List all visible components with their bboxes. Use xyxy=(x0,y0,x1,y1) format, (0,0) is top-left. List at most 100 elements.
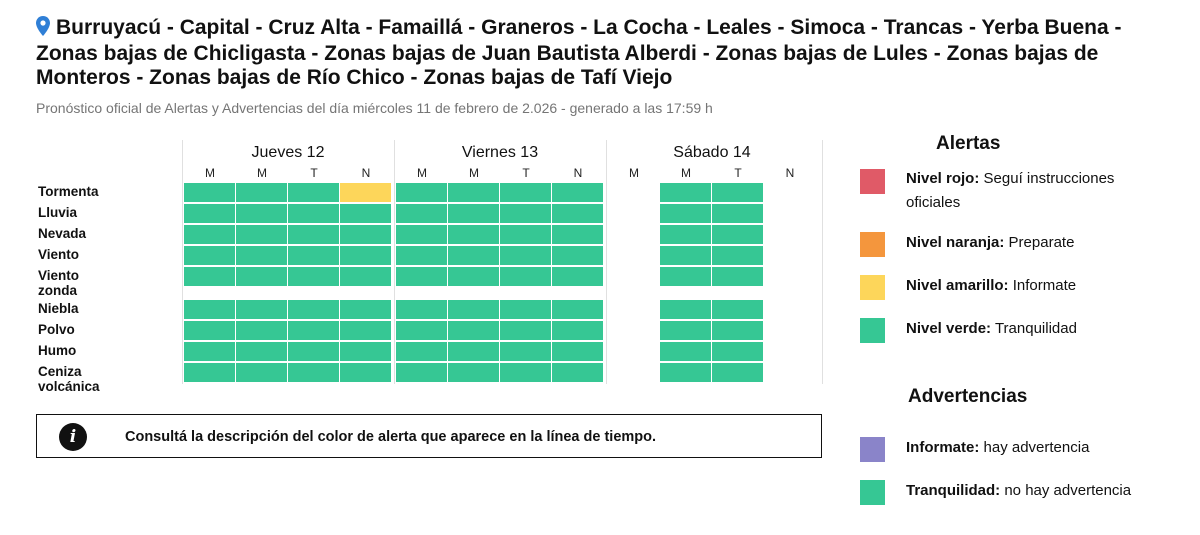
legend-item-tranquilidad: Tranquilidad: no hay advertencia xyxy=(906,482,1132,499)
timeline-cell xyxy=(396,246,447,265)
warnings-legend-title: Advertencias xyxy=(908,386,1028,407)
timeline-cell xyxy=(448,204,499,223)
legend-item-amarillo: Nivel amarillo: Informate xyxy=(906,277,1077,294)
timeline-cell xyxy=(236,342,287,361)
legend-item-informate: Informate: hay advertencia xyxy=(906,439,1090,456)
timeline-cell xyxy=(184,363,235,382)
timeline-cell xyxy=(712,321,763,340)
day-separator xyxy=(182,140,183,384)
timeline-cell xyxy=(552,246,603,265)
timeline-cell xyxy=(660,225,711,244)
legend-swatch-amarillo xyxy=(860,275,885,300)
time-slot-label: T xyxy=(522,166,530,180)
day-separator xyxy=(606,140,607,384)
location-title: Burruyacú - Capital - Cruz Alta - Famail… xyxy=(36,16,1186,90)
timeline-cell xyxy=(236,225,287,244)
timeline-cell xyxy=(552,183,603,202)
timeline-cell xyxy=(660,363,711,382)
day-header: Sábado 14 xyxy=(673,144,751,161)
day-header: Jueves 12 xyxy=(251,144,325,161)
timeline-cell xyxy=(288,342,339,361)
time-slot-label: T xyxy=(734,166,742,180)
timeline-cell xyxy=(288,246,339,265)
timeline-cell xyxy=(552,342,603,361)
timeline-cell xyxy=(712,183,763,202)
timeline-cell xyxy=(340,342,391,361)
timeline-cell xyxy=(552,267,603,286)
timeline-cell xyxy=(396,225,447,244)
timeline-cell xyxy=(660,342,711,361)
timeline-cell xyxy=(184,321,235,340)
timeline-cell xyxy=(236,204,287,223)
row-label: Viento zonda xyxy=(38,268,80,298)
timeline-cell xyxy=(340,225,391,244)
legend-item-verde: Nivel verde: Tranquilidad xyxy=(906,320,1077,337)
time-slot-label: M xyxy=(681,166,691,180)
row-label: Nevada xyxy=(38,226,87,241)
timeline-cell xyxy=(500,342,551,361)
timeline-cell xyxy=(552,204,603,223)
legend-item-rojo: Nivel rojo: Seguí instrucciones oficiale… xyxy=(906,170,1115,211)
timeline-cell xyxy=(500,183,551,202)
timeline-cell xyxy=(340,300,391,319)
time-slot-label: M xyxy=(417,166,427,180)
timeline-cell xyxy=(712,246,763,265)
timeline-cell xyxy=(396,183,447,202)
day-separator xyxy=(822,140,823,384)
timeline-cell xyxy=(552,300,603,319)
timeline-cell xyxy=(236,267,287,286)
timeline-cell xyxy=(448,300,499,319)
timeline-cell xyxy=(712,342,763,361)
info-icon: i xyxy=(59,423,87,451)
timeline-cell xyxy=(660,300,711,319)
timeline-cell xyxy=(552,225,603,244)
timeline-cell xyxy=(396,267,447,286)
timeline-cell xyxy=(184,246,235,265)
timeline-cell xyxy=(712,363,763,382)
timeline-cell xyxy=(500,300,551,319)
timeline-cell xyxy=(448,342,499,361)
timeline-cell xyxy=(448,267,499,286)
timeline-cell xyxy=(184,342,235,361)
timeline-cell xyxy=(236,321,287,340)
time-slot-label: M xyxy=(205,166,215,180)
timeline-cell xyxy=(448,225,499,244)
timeline-cell xyxy=(288,321,339,340)
timeline-cell xyxy=(236,183,287,202)
timeline-cell xyxy=(660,183,711,202)
timeline-cell xyxy=(236,246,287,265)
row-label: Niebla xyxy=(38,301,79,316)
timeline-cell xyxy=(288,300,339,319)
timeline-cell xyxy=(184,267,235,286)
timeline-cell xyxy=(660,267,711,286)
timeline-cell xyxy=(660,246,711,265)
timeline-cell xyxy=(396,321,447,340)
timeline-cell xyxy=(448,246,499,265)
timeline-cell xyxy=(184,300,235,319)
timeline-cell xyxy=(712,267,763,286)
timeline-cell xyxy=(340,321,391,340)
timeline-cell xyxy=(500,225,551,244)
timeline-cell xyxy=(500,267,551,286)
legend-swatch-tranquilidad xyxy=(860,480,885,505)
row-label: Viento xyxy=(38,247,80,262)
time-slot-label: M xyxy=(257,166,267,180)
timeline-cell xyxy=(448,363,499,382)
timeline-cell xyxy=(340,204,391,223)
time-slot-label: M xyxy=(469,166,479,180)
timeline-cell xyxy=(448,321,499,340)
timeline-cell xyxy=(340,363,391,382)
timeline-cell xyxy=(500,246,551,265)
timeline-cell xyxy=(396,300,447,319)
timeline-cell xyxy=(288,363,339,382)
time-slot-label: N xyxy=(361,166,371,180)
row-label: Tormenta xyxy=(38,184,99,199)
timeline-cell xyxy=(660,321,711,340)
time-slot-label: M xyxy=(629,166,639,180)
timeline-cell xyxy=(288,225,339,244)
timeline-cell xyxy=(500,321,551,340)
legend-swatch-rojo xyxy=(860,169,885,194)
forecast-subtitle: Pronóstico oficial de Alertas y Adverten… xyxy=(36,100,713,116)
legend-item-naranja: Nivel naranja: Preparate xyxy=(906,234,1075,251)
legend-swatch-naranja xyxy=(860,232,885,257)
